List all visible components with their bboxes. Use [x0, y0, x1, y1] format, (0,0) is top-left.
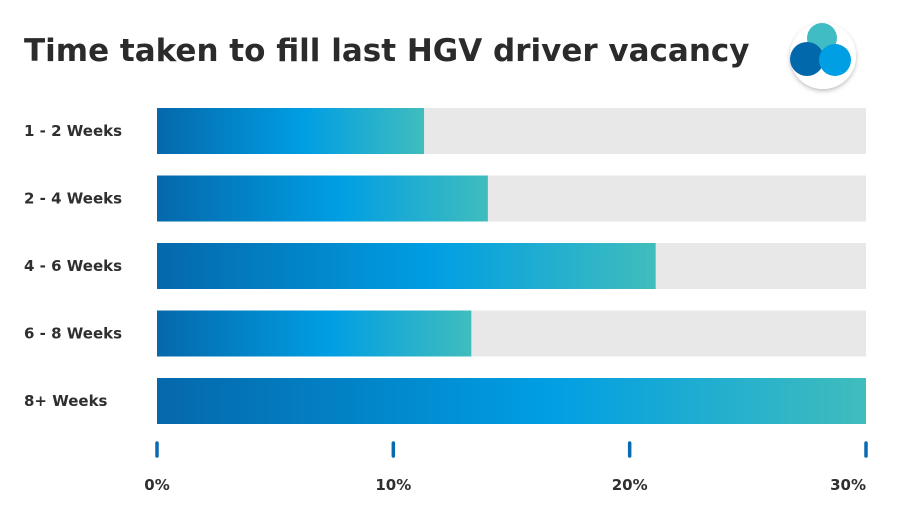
- tick-label: 10%: [375, 476, 411, 494]
- category-label: 6 - 8 Weeks: [24, 325, 122, 343]
- chart-title: Time taken to fill last HGV driver vacan…: [24, 33, 750, 69]
- bar: [157, 243, 656, 289]
- tick-label: 30%: [830, 476, 866, 494]
- three-circles-logo-icon: [790, 23, 856, 89]
- category-label: 4 - 6 Weeks: [24, 257, 122, 275]
- tick-label: 0%: [144, 476, 169, 494]
- category-label: 8+ Weeks: [24, 392, 108, 410]
- bar: [157, 378, 866, 424]
- logo-circle-left: [790, 42, 824, 76]
- tick-label: 20%: [612, 476, 648, 494]
- category-labels: 1 - 2 Weeks 2 - 4 Weeks 4 - 6 Weeks 6 - 8 W…: [24, 122, 122, 410]
- x-axis: 0% 10% 20% 30%: [144, 441, 868, 494]
- bar: [157, 108, 425, 154]
- category-label: 1 - 2 Weeks: [24, 122, 122, 140]
- logo-circle-right: [819, 44, 851, 76]
- bar: [157, 310, 472, 357]
- bars: [157, 108, 866, 424]
- category-label: 2 - 4 Weeks: [24, 190, 122, 208]
- bar: [157, 175, 488, 222]
